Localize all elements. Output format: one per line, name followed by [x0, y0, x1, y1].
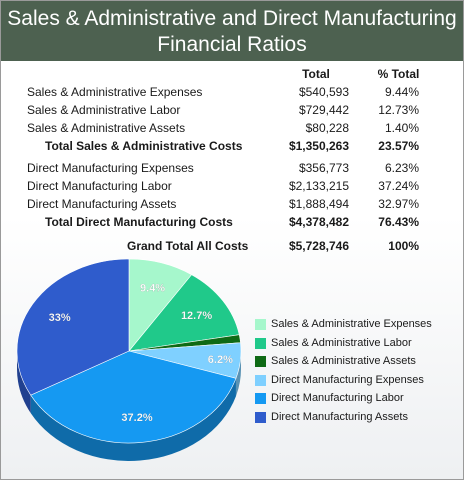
title-banner: Sales & Administrative and Direct Manufa…	[1, 1, 463, 61]
total-column-header: Total	[302, 67, 330, 81]
table-row: Total Direct Manufacturing Costs $4,378,4…	[1, 215, 463, 233]
table-row: Sales & Administrative Assets $80,228 1.40…	[1, 121, 463, 139]
page-title: Sales & Administrative and Direct Manufa…	[1, 6, 463, 58]
row-total: $1,888,494	[288, 197, 349, 211]
row-percent: 100%	[388, 239, 419, 253]
legend-swatch	[255, 356, 266, 367]
legend-swatch	[255, 319, 266, 330]
legend-swatch	[255, 393, 266, 404]
row-label: Grand Total All Costs	[127, 239, 249, 253]
row-label: Direct Manufacturing Labor	[27, 179, 172, 193]
row-total: $80,228	[305, 121, 349, 135]
table-row: Direct Manufacturing Assets $1,888,494 32.…	[1, 197, 463, 215]
row-total: $729,442	[298, 103, 349, 117]
row-percent: 23.57%	[378, 139, 419, 153]
row-label: Direct Manufacturing Expenses	[27, 161, 194, 175]
legend-label: Direct Manufacturing Labor	[271, 392, 404, 404]
legend-label: Sales & Administrative Labor	[271, 336, 412, 349]
percent-column-header: % Total	[377, 67, 420, 81]
table-header-row: Total % Total	[1, 67, 463, 85]
legend-swatch	[255, 337, 266, 349]
pie-slice-side	[30, 378, 236, 462]
row-label: Total Sales & Administrative Costs	[45, 139, 243, 153]
pie-data-label: 6.2%	[208, 354, 233, 366]
pie-slice	[30, 350, 237, 444]
legend-label: Sales & Administrative Expenses	[271, 318, 432, 330]
legend-label: Direct Manufacturing Expenses	[271, 373, 424, 386]
pie-slice-side	[235, 351, 241, 397]
title-line-2: Financial Ratios	[157, 33, 307, 56]
row-label: Direct Manufacturing Assets	[27, 197, 177, 211]
row-total: $2,133,215	[288, 179, 349, 193]
table-row: Direct Manufacturing Expenses $356,773 6.2…	[1, 161, 463, 179]
pie-chart: 9.4% 12.7% 6.2% 37.2% 33%	[16, 259, 242, 462]
row-label: Total Direct Manufacturing Costs	[45, 215, 233, 229]
legend-swatch	[255, 374, 266, 386]
row-percent: 76.43%	[378, 215, 419, 229]
pie-side-walls	[17, 351, 241, 462]
row-label: Sales & Administrative Assets	[27, 121, 186, 135]
row-total: $4,378,482	[288, 215, 349, 229]
table-row: Grand Total All Costs $5,728,746 100%	[1, 239, 463, 257]
row-percent: 37.24%	[378, 179, 419, 193]
pie-chart-area: 9.4% 12.7% 6.2% 37.2% 33% Sales & Administra…	[1, 259, 463, 479]
row-percent: 6.23%	[384, 161, 419, 175]
pie-data-label: 12.7%	[181, 310, 212, 322]
legend-label: Sales & Administrative Assets	[271, 355, 416, 367]
row-percent: 9.44%	[384, 85, 419, 99]
legend-label: Direct Manufacturing Assets	[271, 410, 408, 423]
pie-slice	[128, 274, 240, 352]
pie-data-label: 33%	[49, 312, 71, 324]
cost-table: Total % Total Sales & Administrative Exp…	[1, 61, 463, 261]
row-label: Sales & Administrative Labor	[27, 103, 181, 117]
table-row: Sales & Administrative Expenses $540,593 9…	[1, 85, 463, 103]
pie-slice-side	[17, 351, 31, 414]
row-label: Sales & Administrative Expenses	[27, 85, 203, 99]
title-line-1: Sales & Administrative and Direct Manufa…	[7, 7, 457, 30]
row-percent: 32.97%	[378, 197, 419, 211]
row-total: $5,728,746	[288, 239, 349, 253]
row-total: $540,593	[298, 85, 349, 99]
table-row: Direct Manufacturing Labor $2,133,215 37.2…	[1, 179, 463, 197]
pie-data-label: 37.2%	[121, 412, 152, 424]
table-row: Sales & Administrative Labor $729,442 12.7…	[1, 103, 463, 121]
row-total: $1,350,263	[288, 139, 349, 153]
legend-swatch	[255, 411, 266, 423]
table-row: Total Sales & Administrative Costs $1,350…	[1, 139, 463, 157]
pie-data-label: 9.4%	[140, 283, 165, 295]
pie-slice	[16, 259, 130, 396]
row-percent: 12.73%	[378, 103, 419, 117]
row-percent: 1.40%	[384, 121, 419, 135]
row-total: $356,773	[298, 161, 349, 175]
